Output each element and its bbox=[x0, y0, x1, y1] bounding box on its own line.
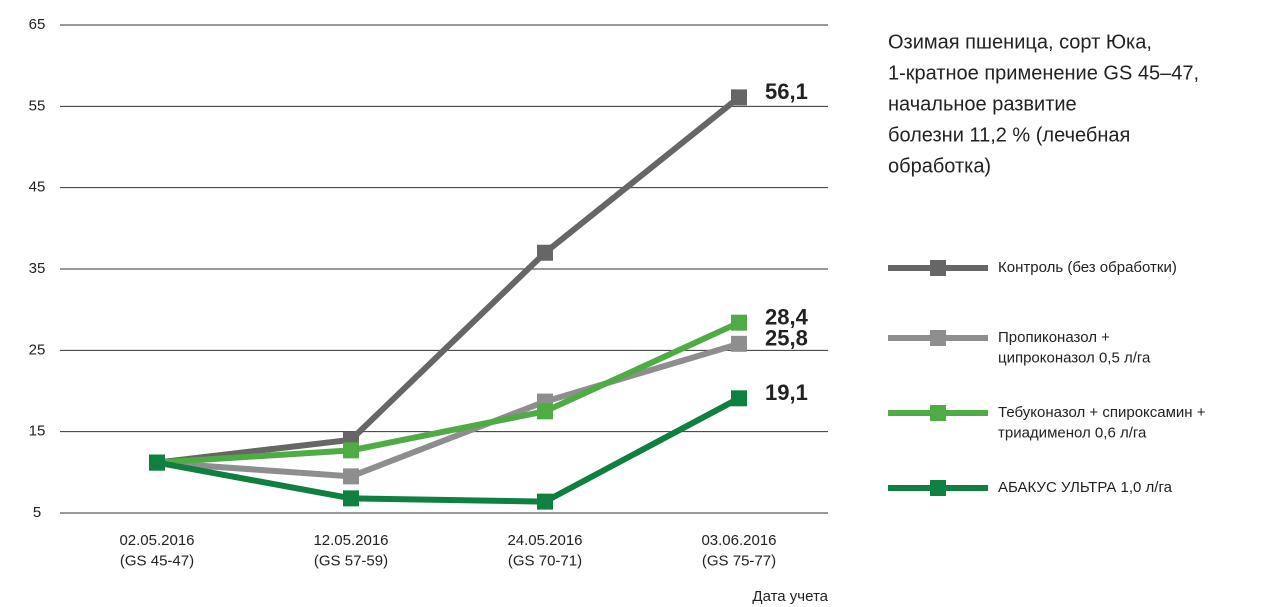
legend-label: АБАКУС УЛЬТРА 1,0 л/га bbox=[998, 479, 1173, 496]
annotation: начальное развитие bbox=[888, 93, 1077, 115]
point-marker bbox=[731, 335, 747, 352]
value-label: 56,1 bbox=[765, 79, 808, 104]
legend-label: Контроль (без обработки) bbox=[998, 259, 1177, 276]
legend-marker bbox=[930, 405, 946, 421]
y-tick-label: 45 bbox=[29, 179, 46, 196]
x-tick-label: 24.05.2016 (GS 70-71) bbox=[507, 532, 582, 569]
point-marker bbox=[537, 403, 553, 420]
point-marker bbox=[537, 493, 553, 510]
value-label: 25,8 bbox=[765, 326, 808, 351]
point-marker bbox=[731, 89, 747, 106]
point-marker bbox=[343, 490, 359, 507]
y-tick-label: 5 bbox=[33, 504, 41, 521]
value-label: 19,1 bbox=[765, 380, 808, 405]
point-marker bbox=[343, 468, 359, 485]
y-tick-label: 55 bbox=[29, 97, 46, 114]
legend-marker bbox=[930, 260, 946, 276]
series-line bbox=[156, 340, 740, 480]
series-line bbox=[156, 395, 741, 505]
point-marker bbox=[731, 314, 747, 331]
value-label: 28,4 bbox=[765, 304, 809, 329]
annotation: обработка) bbox=[888, 155, 991, 177]
x-axis-label: Дата учета bbox=[752, 588, 828, 605]
legend-marker bbox=[930, 330, 946, 346]
point-marker bbox=[149, 454, 165, 471]
y-tick-label: 25 bbox=[29, 341, 46, 358]
y-tick-label: 35 bbox=[29, 260, 46, 277]
point-marker bbox=[731, 390, 747, 407]
series-line bbox=[156, 319, 741, 466]
legend-label: Пропиконазол + ципроконазол 0,5 л/га bbox=[998, 329, 1151, 366]
x-tick-label: 02.05.2016 (GS 45-47) bbox=[119, 532, 194, 569]
point-marker bbox=[537, 244, 553, 261]
annotation: болезни 11,2 % (лечебная bbox=[888, 124, 1130, 146]
y-tick-label: 15 bbox=[29, 423, 46, 440]
y-tick-label: 65 bbox=[29, 16, 46, 33]
x-tick-label: 12.05.2016 (GS 57-59) bbox=[313, 532, 388, 569]
series-line bbox=[156, 95, 741, 466]
x-tick-label: 03.06.2016 (GS 75-77) bbox=[701, 532, 776, 569]
point-marker bbox=[343, 442, 359, 459]
annotation: 1-кратное применение GS 45–47, bbox=[888, 62, 1199, 84]
legend-marker bbox=[930, 480, 946, 496]
legend-label: Тебуконазол + спироксамин + триадименол 0… bbox=[998, 404, 1206, 441]
annotation: Озимая пшеница, сорт Юка, bbox=[888, 31, 1152, 53]
